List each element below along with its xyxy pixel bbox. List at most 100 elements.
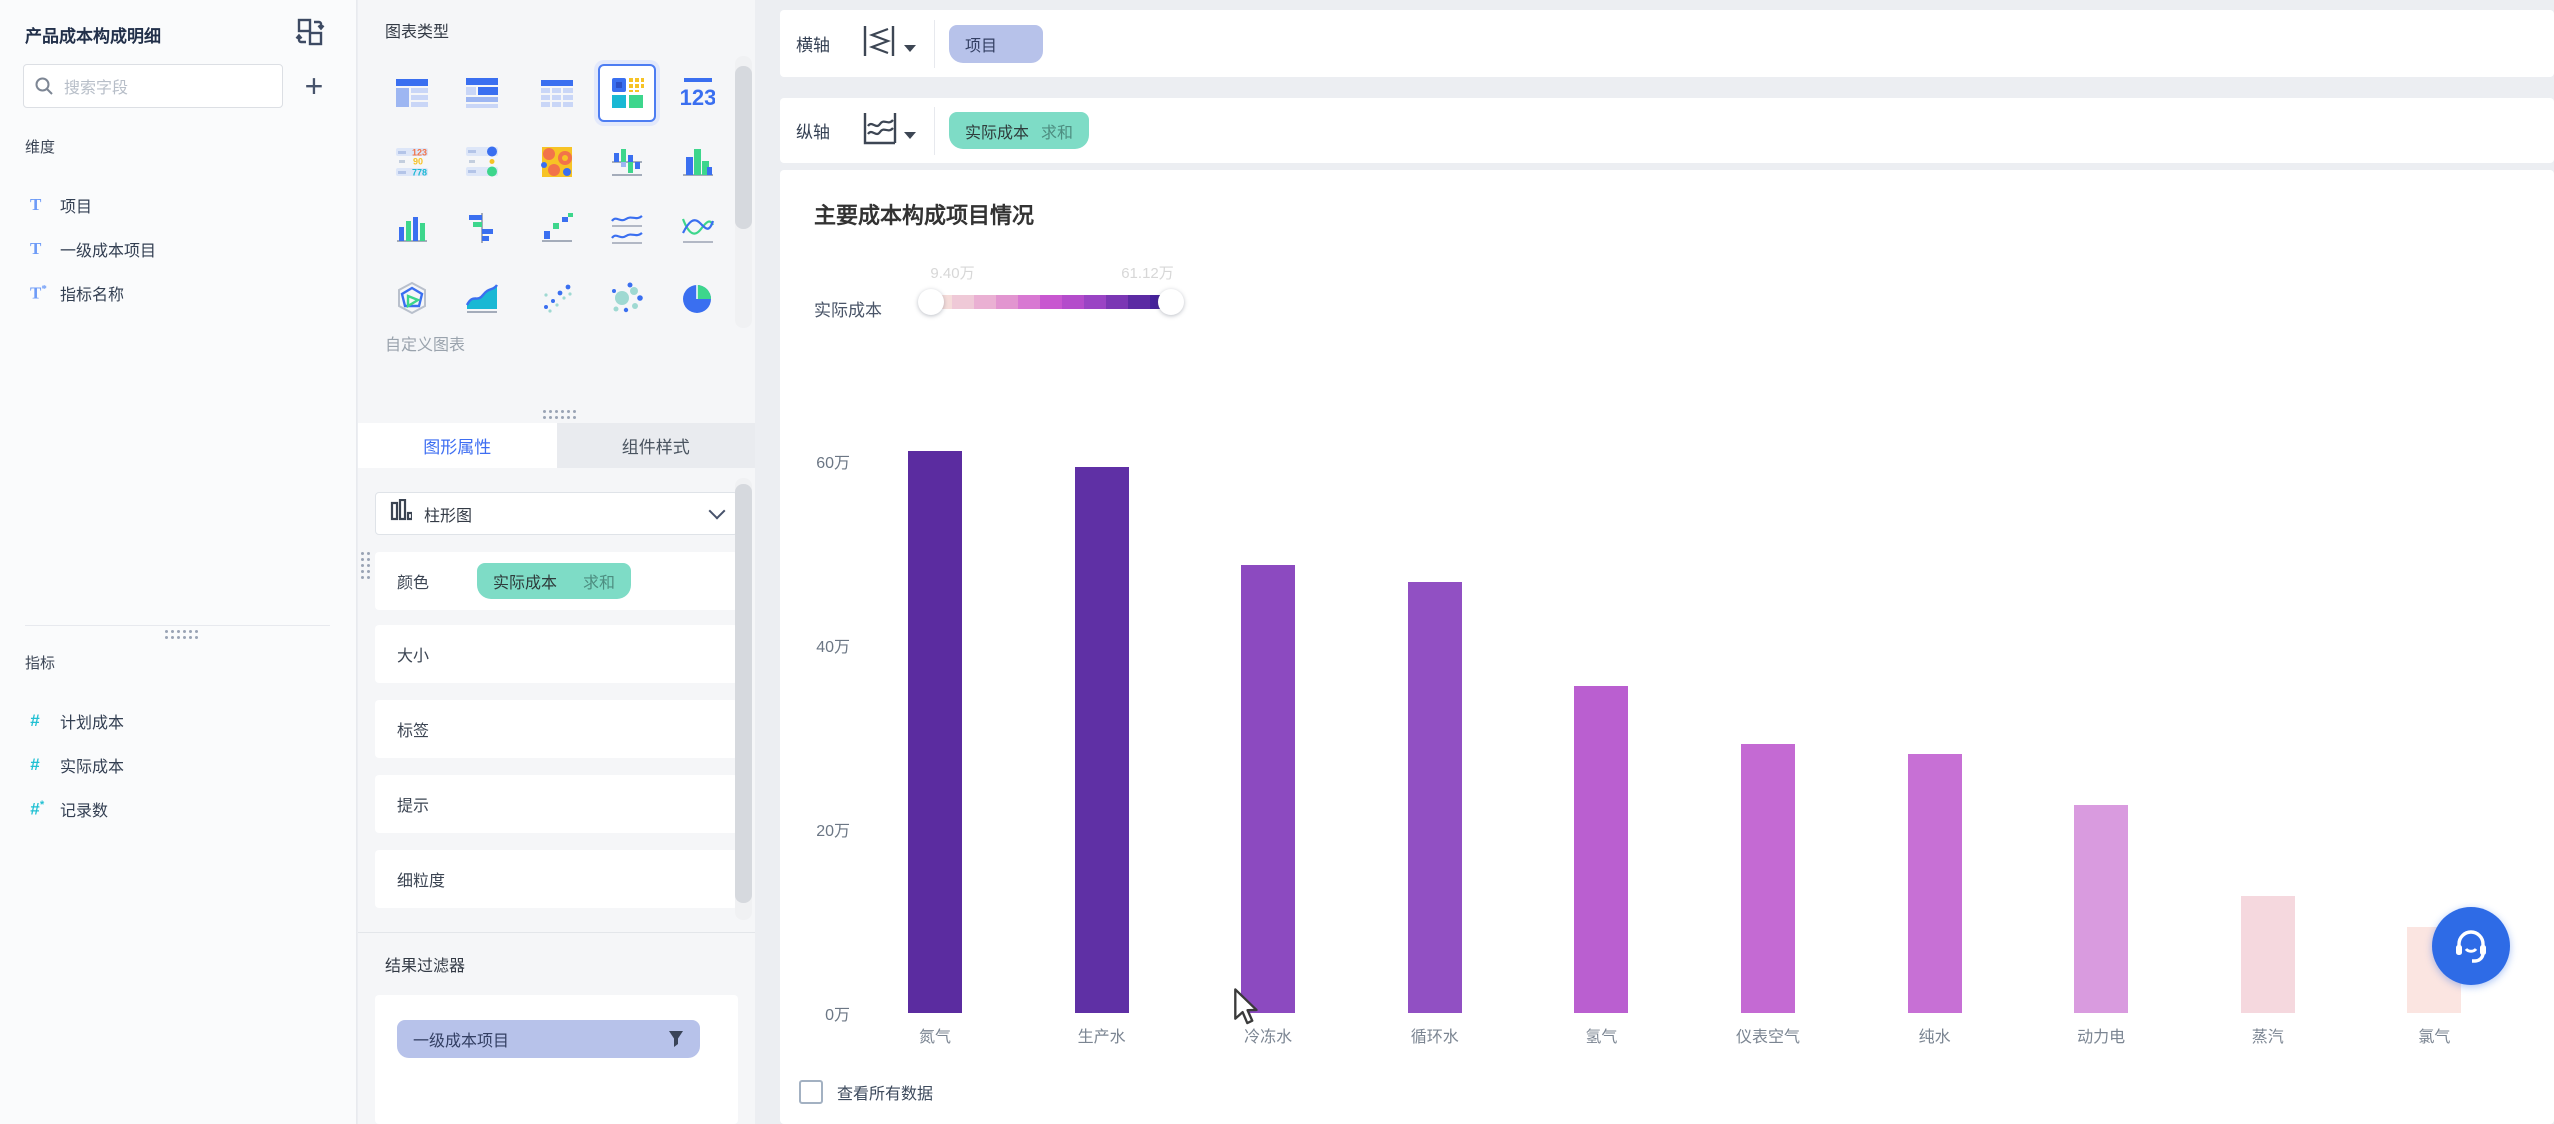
x-axis-label: 氯气: [2418, 1029, 2451, 1046]
panel-resize-handle[interactable]: [543, 410, 576, 419]
property-card-3[interactable]: 提示: [375, 775, 738, 833]
custom-chart-link[interactable]: 自定义图表: [385, 337, 466, 354]
text-field-icon: T: [30, 195, 42, 214]
haxis-caret-icon[interactable]: [904, 45, 916, 52]
color-card-drag-handle[interactable]: [361, 552, 370, 579]
switch-dataset-icon[interactable]: [294, 16, 326, 48]
metric-field-item[interactable]: #* 记录数: [30, 796, 330, 822]
chart-type-table-rows-icon[interactable]: [453, 64, 511, 122]
bar-循环水[interactable]: [1407, 581, 1462, 1013]
chart-type-column-chart-icon[interactable]: [383, 199, 441, 257]
result-filter-card: 一级成本项目: [375, 995, 738, 1124]
view-all-data-checkbox[interactable]: [799, 1080, 823, 1104]
dataset-title: 产品成本构成明细: [25, 27, 161, 46]
vaxis-field-agg: 求和: [1041, 124, 1074, 142]
x-axis-label: 纯水: [1918, 1029, 1951, 1046]
chart-type-kpi-123-icon[interactable]: 123: [669, 64, 727, 122]
gradient-min-handle[interactable]: [918, 289, 944, 315]
view-all-data-row: 查看所有数据: [799, 1080, 933, 1104]
property-card-2[interactable]: 标签: [375, 700, 738, 758]
haxis-type-icon[interactable]: [860, 23, 898, 64]
bar-纯水[interactable]: [1907, 753, 1962, 1013]
x-axis-label: 循环水: [1410, 1029, 1459, 1046]
color-card: 颜色 实际成本 求和: [375, 552, 738, 610]
chart-type-bubble-icon[interactable]: [598, 269, 656, 327]
property-card-label: 标签: [397, 723, 430, 740]
tab-component-style[interactable]: 组件样式: [556, 423, 755, 468]
chart-kind-value: 柱形图: [424, 507, 473, 525]
chart-type-area-chart-icon[interactable]: [453, 269, 511, 327]
vertical-axis-row: 纵轴 实际成本 求和: [780, 98, 2554, 163]
filter-field-pill[interactable]: 一级成本项目: [397, 1020, 700, 1058]
vaxis-field-name: 实际成本: [965, 124, 1030, 142]
haxis-label: 横轴: [796, 36, 830, 55]
y-axis-tick: 40万: [816, 639, 850, 656]
y-axis-tick: 60万: [816, 455, 850, 472]
chart-type-rank-list-icon[interactable]: 123 90 778: [383, 133, 441, 191]
headset-icon: [2456, 930, 2486, 963]
bar-生产水[interactable]: [1074, 467, 1129, 1013]
search-field-input[interactable]: 搜索字段: [23, 64, 283, 108]
chart-type-bar-horizontal-icon[interactable]: [453, 199, 511, 257]
y-axis-tick: 0万: [825, 1007, 850, 1024]
panel-tabs: 图形属性 组件样式: [358, 423, 755, 468]
panel-scrollbar[interactable]: [735, 484, 752, 903]
bar-动力电[interactable]: [2074, 805, 2129, 1013]
chart-type-dot-list-icon[interactable]: [453, 133, 511, 191]
chart-type-heatmap-icon[interactable]: [528, 133, 586, 191]
metrics-list: # 计划成本 # 实际成本 #* 记录数: [30, 708, 330, 822]
chart-type-card-grid-icon[interactable]: [598, 64, 656, 122]
bar-氢气[interactable]: [1574, 686, 1629, 1013]
chevron-down-icon: [708, 502, 726, 519]
bar-氮气[interactable]: [908, 450, 962, 1013]
bar-仪表空气[interactable]: [1741, 744, 1795, 1013]
chart-type-scatter-icon[interactable]: [528, 269, 586, 327]
tab-graphic-properties[interactable]: 图形属性: [358, 423, 557, 468]
vaxis-label: 纵轴: [796, 123, 830, 142]
gradient-max-handle[interactable]: [1158, 289, 1184, 315]
bar-蒸汽[interactable]: [2240, 896, 2295, 1013]
text-field-icon: T: [30, 239, 42, 258]
chart-type-radar-icon[interactable]: [383, 269, 441, 327]
chart-title: 主要成本构成项目情况: [814, 203, 1035, 228]
legend-min-value: 9.40万: [930, 265, 975, 282]
bar-冷冻水[interactable]: [1241, 564, 1296, 1013]
chart-type-step-scatter-icon[interactable]: [528, 199, 586, 257]
haxis-field-pill[interactable]: 项目: [949, 24, 1044, 63]
dimension-field-item[interactable]: T 一级成本项目: [30, 236, 330, 262]
chart-type-table-group-icon[interactable]: [383, 64, 441, 122]
chart-type-histogram-icon[interactable]: [669, 133, 727, 191]
sidebar-resize-handle[interactable]: [165, 630, 198, 639]
haxis-field-name: 项目: [965, 37, 998, 55]
legend-field-label: 实际成本: [814, 301, 882, 320]
vaxis-caret-icon[interactable]: [904, 132, 916, 139]
metric-field-item[interactable]: # 实际成本: [30, 752, 330, 778]
chart-type-scrollbar[interactable]: [735, 66, 752, 229]
chart-type-wave-lines-icon[interactable]: [598, 199, 656, 257]
field-label: 一级成本项目: [60, 243, 157, 260]
metric-field-item[interactable]: # 计划成本: [30, 708, 330, 734]
property-card-label: 大小: [397, 648, 430, 665]
field-label: 实际成本: [60, 759, 125, 776]
dimension-field-item[interactable]: T* 指标名称: [30, 280, 330, 306]
property-card-1[interactable]: 大小: [375, 625, 738, 683]
result-filter-header: 结果过滤器: [385, 958, 466, 975]
color-field-pill[interactable]: 实际成本 求和: [477, 563, 632, 599]
x-axis-label: 蒸汽: [2251, 1029, 2284, 1046]
vaxis-field-pill[interactable]: 实际成本 求和: [949, 112, 1090, 149]
chart-type-table-cross-icon[interactable]: [528, 64, 586, 122]
x-axis-label: 氮气: [918, 1029, 951, 1046]
chart-type-combo-bar-icon[interactable]: [598, 133, 656, 191]
chart-kind-dropdown[interactable]: 柱形图: [375, 492, 738, 535]
property-card-4[interactable]: 细粒度: [375, 850, 738, 908]
chart-config-panel: 图表类型 123 123 90 778 自定义图表 图形属性 组件样式 柱形图 颜色 …: [358, 0, 755, 1124]
chart-type-pie-icon[interactable]: [669, 269, 727, 327]
view-all-data-label: 查看所有数据: [837, 1086, 934, 1103]
field-sidebar: 产品成本构成明细 搜索字段 + 维度 T 项目 T 一级成本项目 T* 指标名称 指标 #…: [0, 0, 357, 1124]
dimension-field-item[interactable]: T 项目: [30, 192, 330, 218]
color-gradient-slider[interactable]: [918, 289, 1184, 315]
chart-type-cross-lines-icon[interactable]: [669, 199, 727, 257]
vaxis-type-icon[interactable]: [860, 110, 898, 151]
help-support-button[interactable]: [2432, 907, 2510, 985]
add-field-button[interactable]: +: [304, 67, 324, 104]
